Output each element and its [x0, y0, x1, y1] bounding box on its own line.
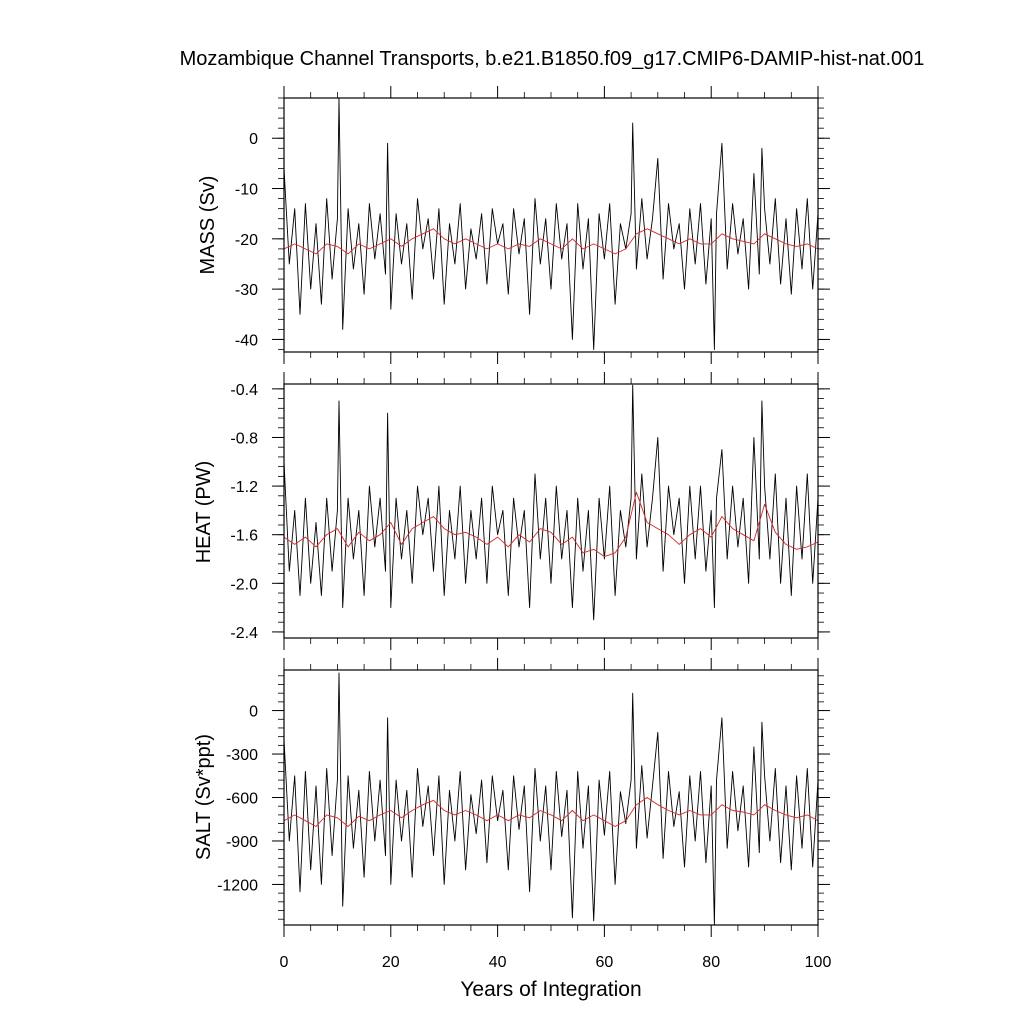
y-tick-label: 0 [249, 131, 258, 148]
monthly-series-line [284, 672, 818, 925]
x-tick-label: 60 [596, 954, 614, 971]
y-tick-label: -1200 [217, 877, 258, 894]
panel-frame [283, 383, 819, 639]
panel-frame [283, 669, 819, 926]
panel-frame [283, 97, 819, 353]
plot-area [284, 384, 818, 621]
monthly-series-line [284, 98, 818, 350]
y-tick-label: -20 [235, 232, 258, 249]
panel-mass: MASS (Sv) 0 -10 -20 -30 -40 [197, 86, 830, 364]
monthly-series-line [284, 384, 818, 621]
annual-mean-series-line [284, 491, 818, 558]
y-tick-label: -600 [226, 791, 258, 808]
y-tick-label: -1.2 [230, 479, 258, 496]
y-tick-label: -2.4 [230, 625, 258, 642]
y-tick-label: -300 [226, 747, 258, 764]
y-tick-label: -40 [235, 332, 258, 349]
x-axis-title: Years of Integration [460, 978, 641, 1001]
plot-area [284, 98, 818, 350]
plot-area [284, 672, 818, 925]
ylabel-mass: MASS (Sv) [197, 176, 219, 275]
x-tick-label: 20 [382, 954, 400, 971]
y-tick-label: -0.8 [230, 430, 258, 447]
ylabel-salt: SALT (Sv*ppt) [193, 734, 215, 860]
y-tick-label: 0 [249, 704, 258, 721]
y-tick-label: -2.0 [230, 576, 258, 593]
chart-title: Mozambique Channel Transports, b.e21.B18… [180, 48, 925, 70]
panel-salt: SALT (Sv*ppt) 0 -300 -600 -900 -1200 0 20 40 60 8… [193, 658, 831, 971]
x-tick-label: 100 [805, 954, 832, 971]
y-tick-label: -30 [235, 282, 258, 299]
y-tick-label: -10 [235, 182, 258, 199]
y-tick-label: -0.4 [230, 382, 258, 399]
y-tick-label: -900 [226, 834, 258, 851]
ylabel-heat: HEAT (PW) [193, 461, 215, 564]
annual-mean-series-line [284, 797, 818, 827]
y-tick-label: -1.6 [230, 528, 258, 545]
panel-heat: HEAT (PW) -0.4 -0.8 -1.2 -1.6 -2.0 -2.4 [193, 372, 830, 650]
x-tick-label: 40 [489, 954, 507, 971]
x-tick-label: 0 [280, 954, 289, 971]
x-tick-label: 80 [702, 954, 720, 971]
annual-mean-series-line [284, 228, 818, 255]
